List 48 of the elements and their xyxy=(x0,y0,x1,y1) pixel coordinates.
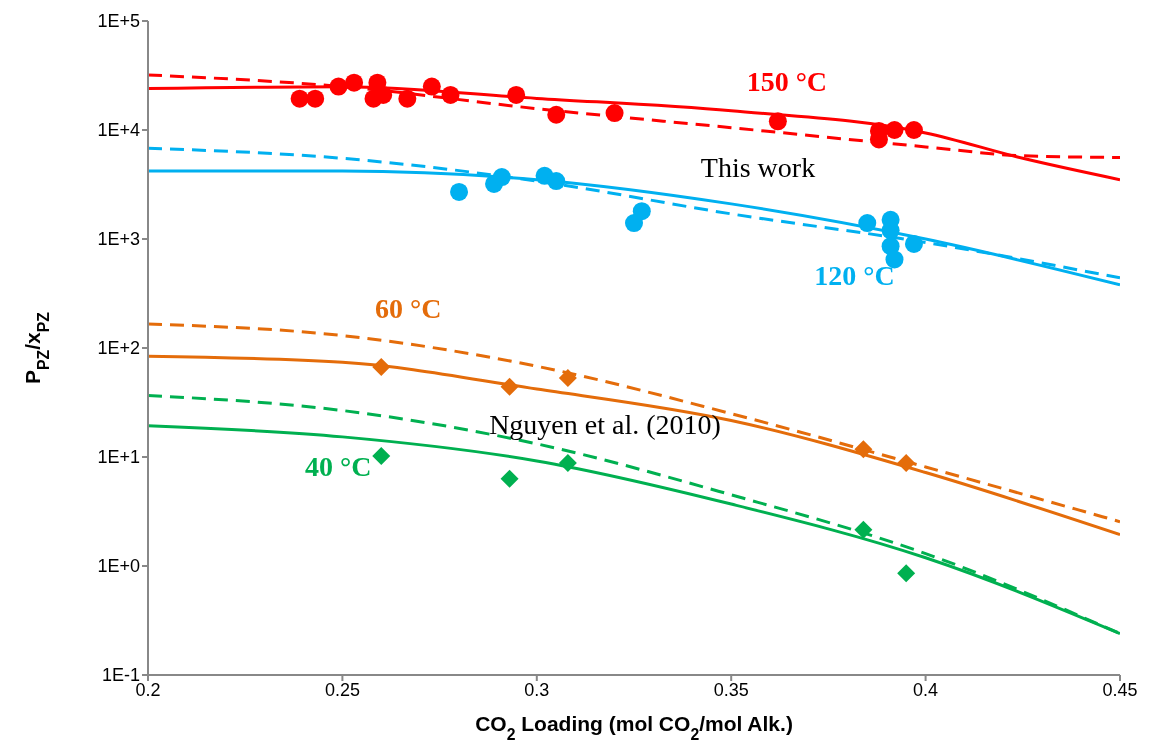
point xyxy=(492,168,511,187)
point xyxy=(306,89,325,108)
point xyxy=(345,73,364,92)
x-tick-label: 0.3 xyxy=(524,679,550,700)
point xyxy=(885,121,904,139)
point xyxy=(605,104,624,123)
point xyxy=(904,121,923,139)
point xyxy=(854,440,873,459)
point xyxy=(547,105,566,124)
point xyxy=(768,112,787,131)
point xyxy=(290,89,309,108)
point xyxy=(450,182,469,201)
y-tick-label: 1E+2 xyxy=(97,338,140,359)
point xyxy=(500,377,519,396)
point xyxy=(558,454,577,473)
x-tick-label: 0.4 xyxy=(913,679,939,700)
y-tick-label: 1E+1 xyxy=(97,447,140,468)
y-tick-label: 1E+4 xyxy=(97,120,140,141)
point xyxy=(858,214,877,233)
point xyxy=(558,369,577,388)
point xyxy=(904,234,923,253)
x-tick-label: 0.45 xyxy=(1102,679,1138,700)
series-label: 120 °C xyxy=(814,259,895,291)
point xyxy=(507,85,526,104)
point xyxy=(547,172,566,191)
point xyxy=(885,250,904,269)
x-axis-title: CO$_{2}$ Loading (mol CO$_{2}$/mol Alk.) xyxy=(475,712,793,743)
point xyxy=(422,77,441,96)
annotation: Nguyen et al. (2010) xyxy=(489,409,721,440)
x-tick-label: 0.35 xyxy=(713,679,749,700)
point xyxy=(398,89,417,108)
y-tick-label: 1E+3 xyxy=(97,229,140,250)
point xyxy=(372,447,391,466)
point xyxy=(329,77,348,96)
series-label: 40 °C xyxy=(305,450,372,482)
point xyxy=(441,85,460,104)
annotation: This work xyxy=(700,152,816,183)
point xyxy=(500,469,519,488)
x-tick-label: 0.25 xyxy=(324,679,360,700)
point xyxy=(897,564,916,583)
series-label: 60 °C xyxy=(375,293,442,325)
series-label: 150 °C xyxy=(746,65,828,97)
point xyxy=(897,454,916,473)
y-tick-label: 1E+0 xyxy=(97,556,140,577)
y-tick-label: 1E+5 xyxy=(97,11,140,32)
point xyxy=(632,202,651,221)
point xyxy=(854,520,873,539)
point xyxy=(372,357,391,376)
